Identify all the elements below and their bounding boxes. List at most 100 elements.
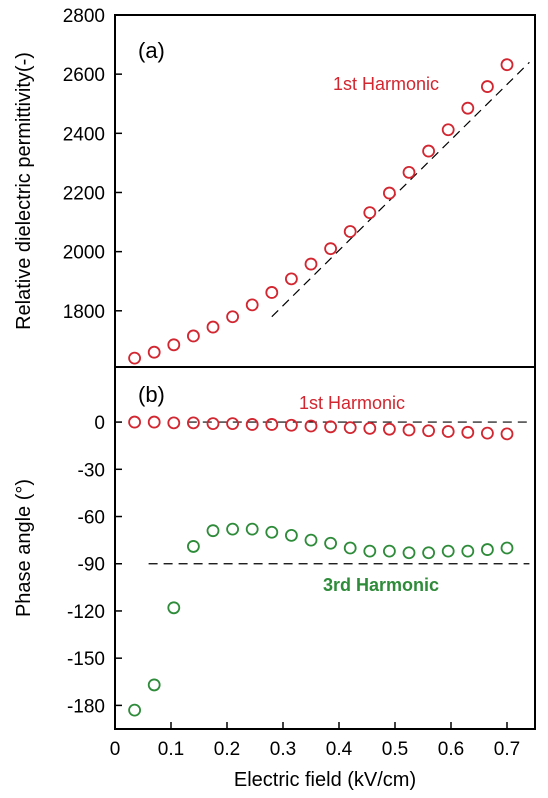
point-3rd-harmonic bbox=[382, 544, 396, 558]
point-3rd-harmonic bbox=[186, 540, 200, 553]
point-3rd-harmonic bbox=[284, 529, 298, 542]
y-tick-label: -30 bbox=[78, 460, 105, 481]
y-tick-label: -120 bbox=[67, 602, 105, 623]
point-3rd-harmonic bbox=[206, 524, 220, 538]
point-3rd-harmonic bbox=[147, 678, 161, 692]
y-tick-label: 2000 bbox=[63, 243, 105, 264]
y-tick-label: 2600 bbox=[63, 65, 105, 86]
point-3rd-harmonic bbox=[167, 601, 181, 615]
point-1st-harmonic bbox=[500, 58, 514, 72]
point-1st-harmonic bbox=[363, 421, 377, 435]
panel-b-third-harmonic-label: 3rd Harmonic bbox=[323, 575, 439, 595]
point-1st-harmonic bbox=[461, 101, 475, 115]
y-tick-label: -180 bbox=[67, 696, 105, 717]
point-1st-harmonic bbox=[245, 418, 259, 431]
panel-b: 0-30-60-90-120-150-180 0 0.1 0.2 0.3 0.4 0.5 0… bbox=[13, 366, 536, 791]
point-1st-harmonic bbox=[382, 422, 396, 436]
x-tick-label: 0.2 bbox=[214, 739, 240, 760]
point-1st-harmonic bbox=[441, 425, 455, 438]
x-tick-label: 0.7 bbox=[494, 739, 520, 760]
point-1st-harmonic bbox=[128, 415, 142, 429]
x-tick-label: 0.3 bbox=[270, 739, 296, 760]
point-3rd-harmonic bbox=[402, 546, 416, 560]
point-1st-harmonic bbox=[245, 298, 259, 312]
point-3rd-harmonic bbox=[304, 533, 318, 547]
point-3rd-harmonic bbox=[324, 536, 338, 550]
point-1st-harmonic bbox=[226, 310, 240, 324]
point-1st-harmonic bbox=[284, 418, 298, 432]
panel-b-frame bbox=[114, 366, 536, 730]
y-tick-label: 2400 bbox=[63, 124, 105, 145]
x-tick-label: 0.5 bbox=[382, 739, 408, 760]
panel-a-points bbox=[128, 58, 514, 365]
panel-a-frame bbox=[114, 14, 536, 368]
point-1st-harmonic bbox=[324, 420, 338, 434]
panel-a-reference-lines bbox=[271, 61, 530, 318]
point-3rd-harmonic bbox=[128, 703, 142, 717]
point-3rd-harmonic bbox=[480, 543, 494, 556]
point-1st-harmonic bbox=[284, 272, 298, 286]
point-3rd-harmonic bbox=[343, 541, 357, 555]
point-1st-harmonic bbox=[304, 257, 318, 271]
point-1st-harmonic bbox=[186, 329, 200, 343]
y-tick-label: 1800 bbox=[63, 302, 105, 323]
point-3rd-harmonic bbox=[500, 541, 514, 555]
panel-b-label: (b) bbox=[138, 382, 165, 407]
dashed-reference-line bbox=[271, 61, 530, 318]
point-1st-harmonic bbox=[206, 320, 220, 334]
point-1st-harmonic bbox=[147, 415, 161, 429]
panel-a-y-ticks: 1800 2000 2200 2400 2600 2800 bbox=[63, 6, 122, 323]
point-3rd-harmonic bbox=[441, 544, 455, 558]
point-3rd-harmonic bbox=[265, 525, 279, 539]
point-3rd-harmonic bbox=[363, 544, 377, 558]
x-axis-title: Electric field (kV/cm) bbox=[234, 769, 416, 791]
point-1st-harmonic bbox=[265, 418, 279, 431]
panel-a-label: (a) bbox=[138, 38, 165, 63]
point-1st-harmonic bbox=[343, 421, 357, 434]
point-1st-harmonic bbox=[480, 426, 494, 440]
x-tick-label: 0 bbox=[110, 739, 121, 760]
point-1st-harmonic bbox=[167, 338, 181, 352]
x-tick-label: 0.1 bbox=[158, 739, 184, 760]
point-1st-harmonic bbox=[382, 186, 396, 200]
point-1st-harmonic bbox=[167, 416, 181, 430]
y-tick-label: -150 bbox=[67, 649, 105, 670]
y-tick-label: -90 bbox=[78, 555, 105, 576]
point-1st-harmonic bbox=[324, 242, 338, 256]
point-1st-harmonic bbox=[147, 345, 161, 359]
point-1st-harmonic bbox=[402, 423, 416, 437]
panel-b-reference-lines bbox=[148, 421, 530, 565]
point-1st-harmonic bbox=[480, 80, 494, 93]
panel-b-x-ticks: 0 0.1 0.2 0.3 0.4 0.5 0.6 0.7 bbox=[110, 722, 520, 760]
point-1st-harmonic bbox=[422, 424, 436, 438]
point-3rd-harmonic bbox=[245, 522, 259, 536]
panel-b-points bbox=[128, 415, 514, 717]
panel-b-first-harmonic-label: 1st Harmonic bbox=[299, 393, 405, 413]
point-1st-harmonic bbox=[402, 165, 416, 179]
point-1st-harmonic bbox=[186, 416, 200, 430]
y-tick-label: 0 bbox=[94, 413, 105, 434]
x-tick-label: 0.6 bbox=[438, 739, 464, 760]
point-1st-harmonic bbox=[304, 419, 318, 433]
point-1st-harmonic bbox=[343, 225, 357, 238]
point-1st-harmonic bbox=[265, 286, 279, 299]
y-tick-label: 2200 bbox=[63, 183, 105, 204]
point-1st-harmonic bbox=[441, 123, 455, 137]
panel-a-y-axis-title: Relative dielectric permittivity(-) bbox=[13, 52, 35, 330]
point-1st-harmonic bbox=[206, 417, 220, 431]
point-1st-harmonic bbox=[461, 425, 475, 439]
y-tick-label: -60 bbox=[78, 508, 105, 529]
point-1st-harmonic bbox=[422, 144, 436, 158]
point-3rd-harmonic bbox=[226, 522, 240, 536]
panel-b-y-axis-title: Phase angle (°) bbox=[13, 479, 35, 617]
point-3rd-harmonic bbox=[461, 544, 475, 558]
panel-a: 1800 2000 2200 2400 2600 2800 (a) 1st Harmoni… bbox=[13, 6, 536, 368]
point-1st-harmonic bbox=[226, 417, 240, 431]
panel-b-y-ticks: 0 -30 -60 -90 -120 -150 -180 bbox=[67, 413, 122, 717]
panel-a-series-label: 1st Harmonic bbox=[333, 74, 439, 94]
x-tick-label: 0.4 bbox=[326, 739, 353, 760]
point-1st-harmonic bbox=[128, 351, 142, 365]
point-1st-harmonic bbox=[363, 206, 377, 219]
point-1st-harmonic bbox=[500, 427, 514, 441]
